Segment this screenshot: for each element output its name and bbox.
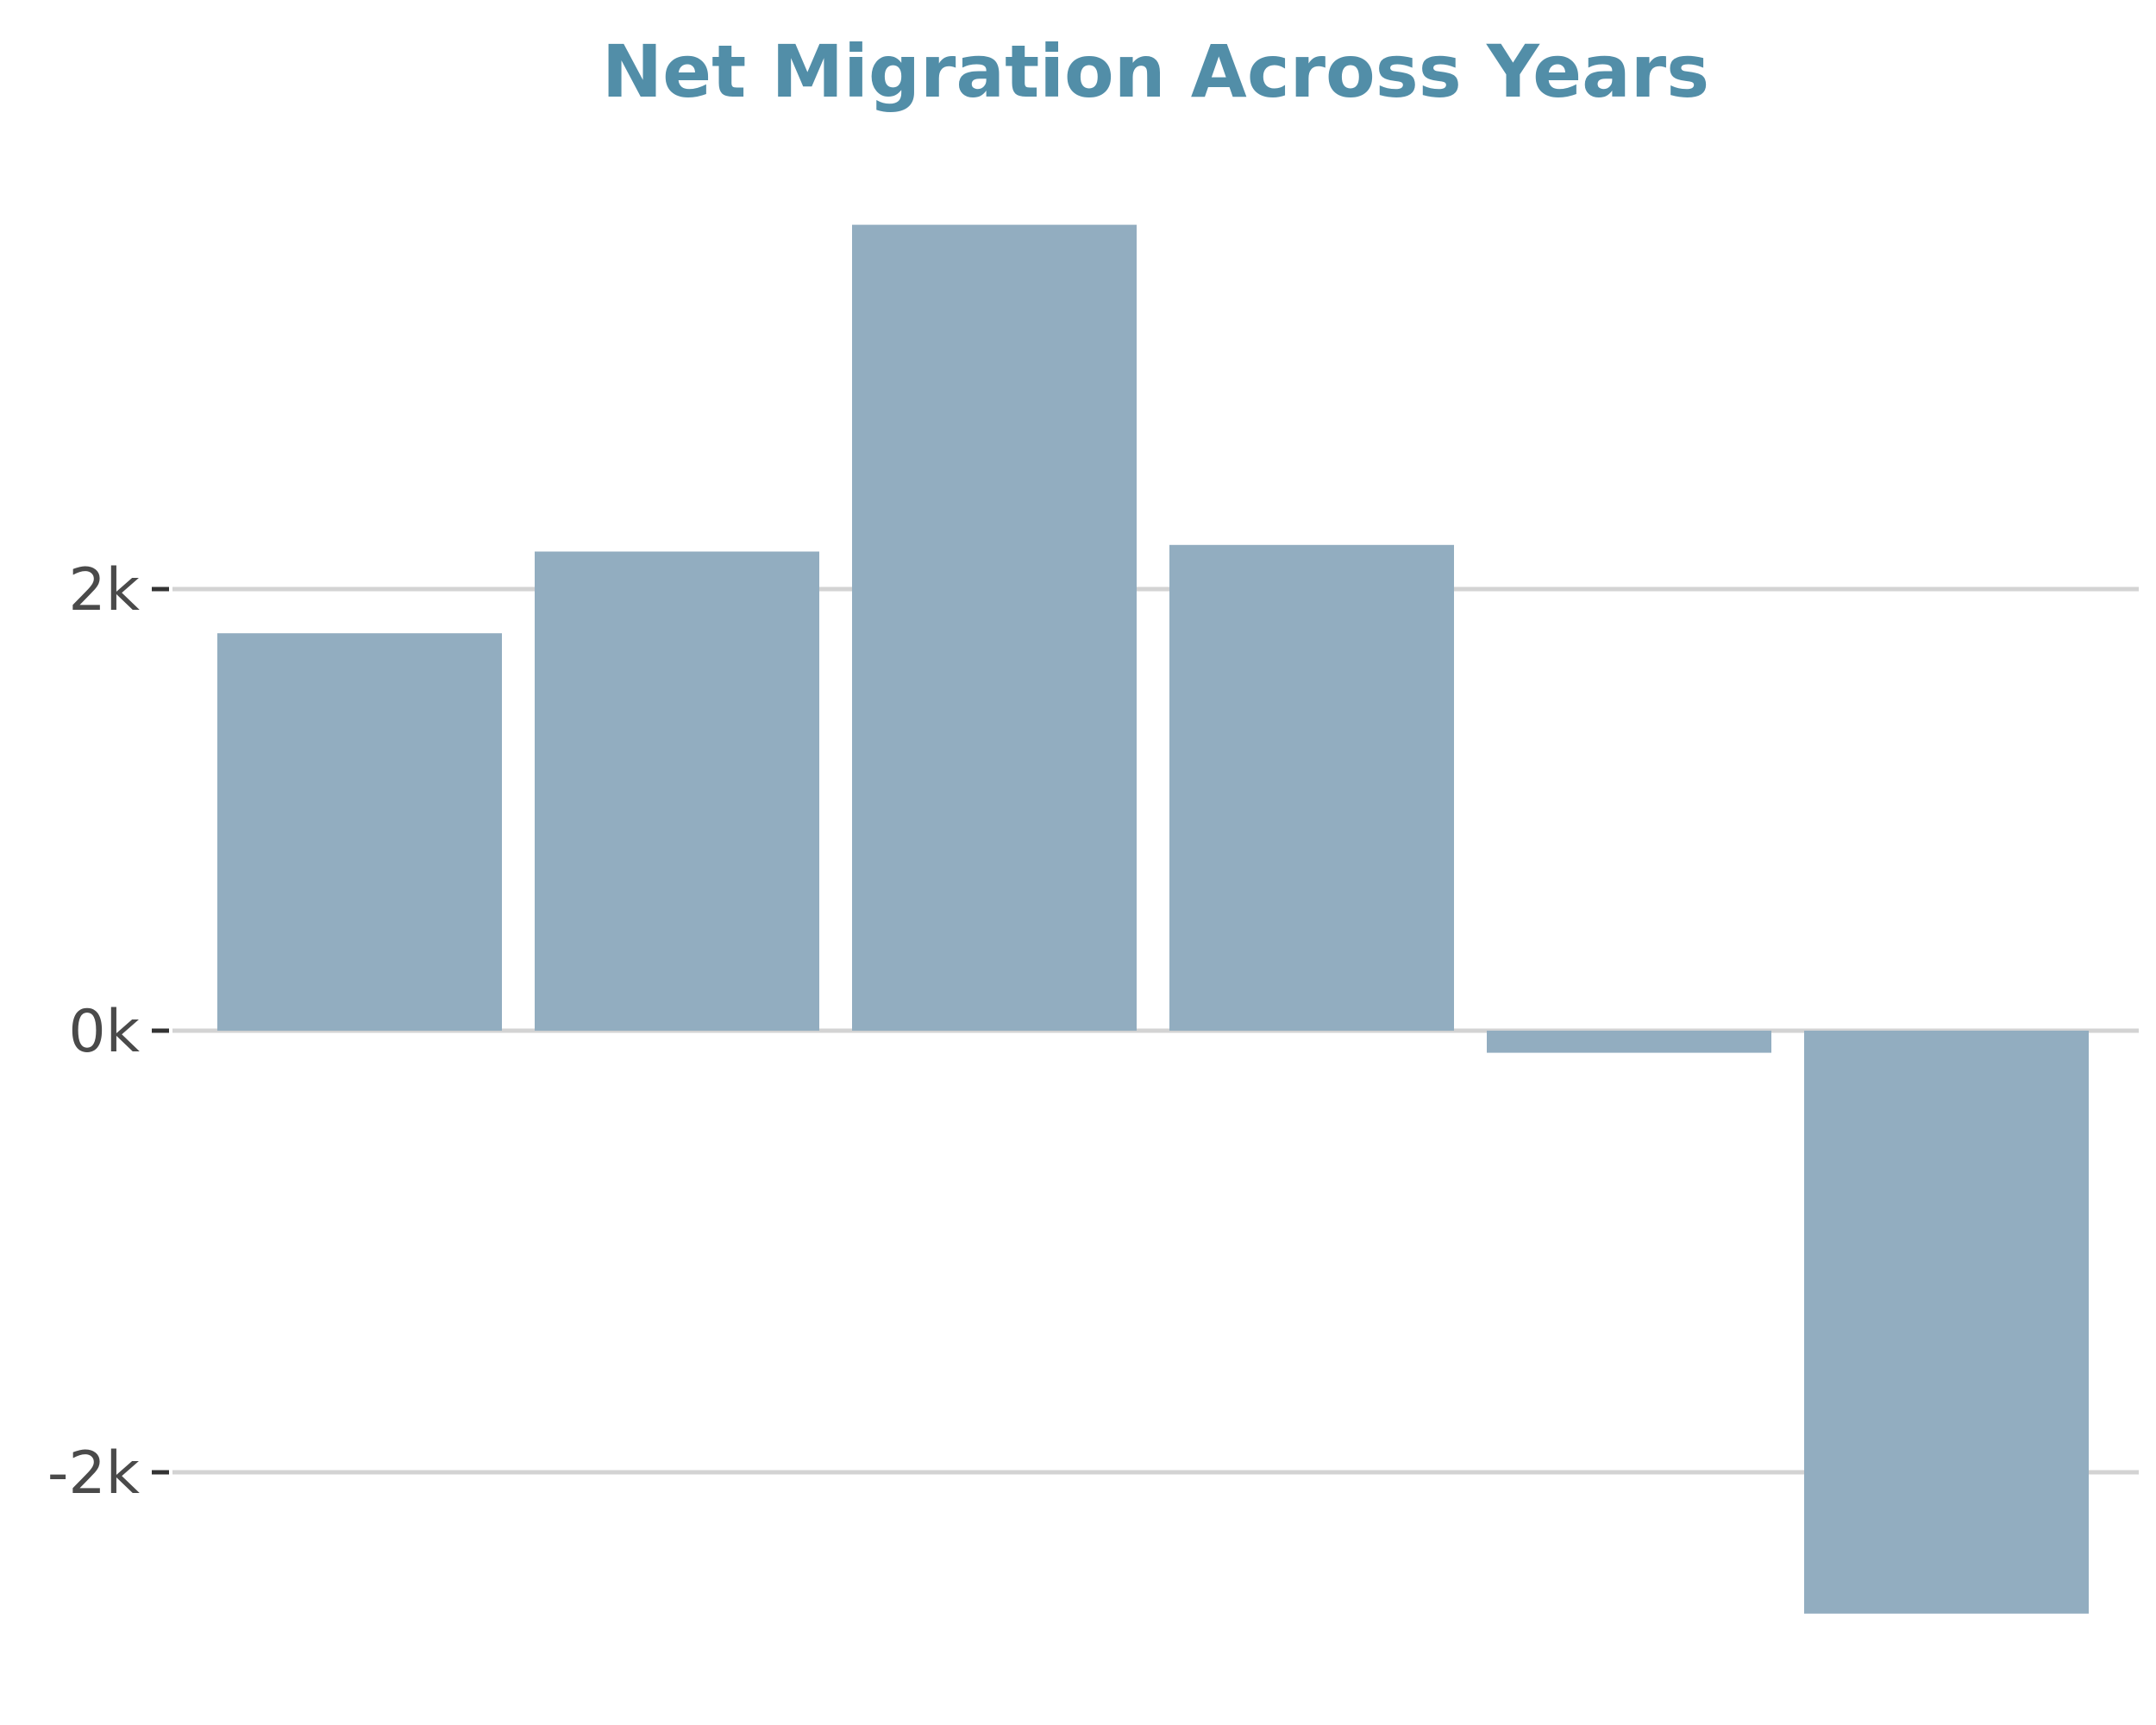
bar [217,633,502,1031]
y-tick-label: -2k [47,1440,141,1508]
bar [1804,1031,2089,1614]
bar [852,224,1137,1032]
bar [535,551,819,1031]
y-axis: -2k 0k 2k [47,556,169,1508]
y-tick-label: 2k [68,556,140,624]
bar [1169,544,1454,1031]
chart-title: Net Migration Across Years [602,29,1709,114]
bar [1487,1031,1771,1053]
y-tick-label: 0k [68,998,140,1066]
bars [217,224,2089,1614]
